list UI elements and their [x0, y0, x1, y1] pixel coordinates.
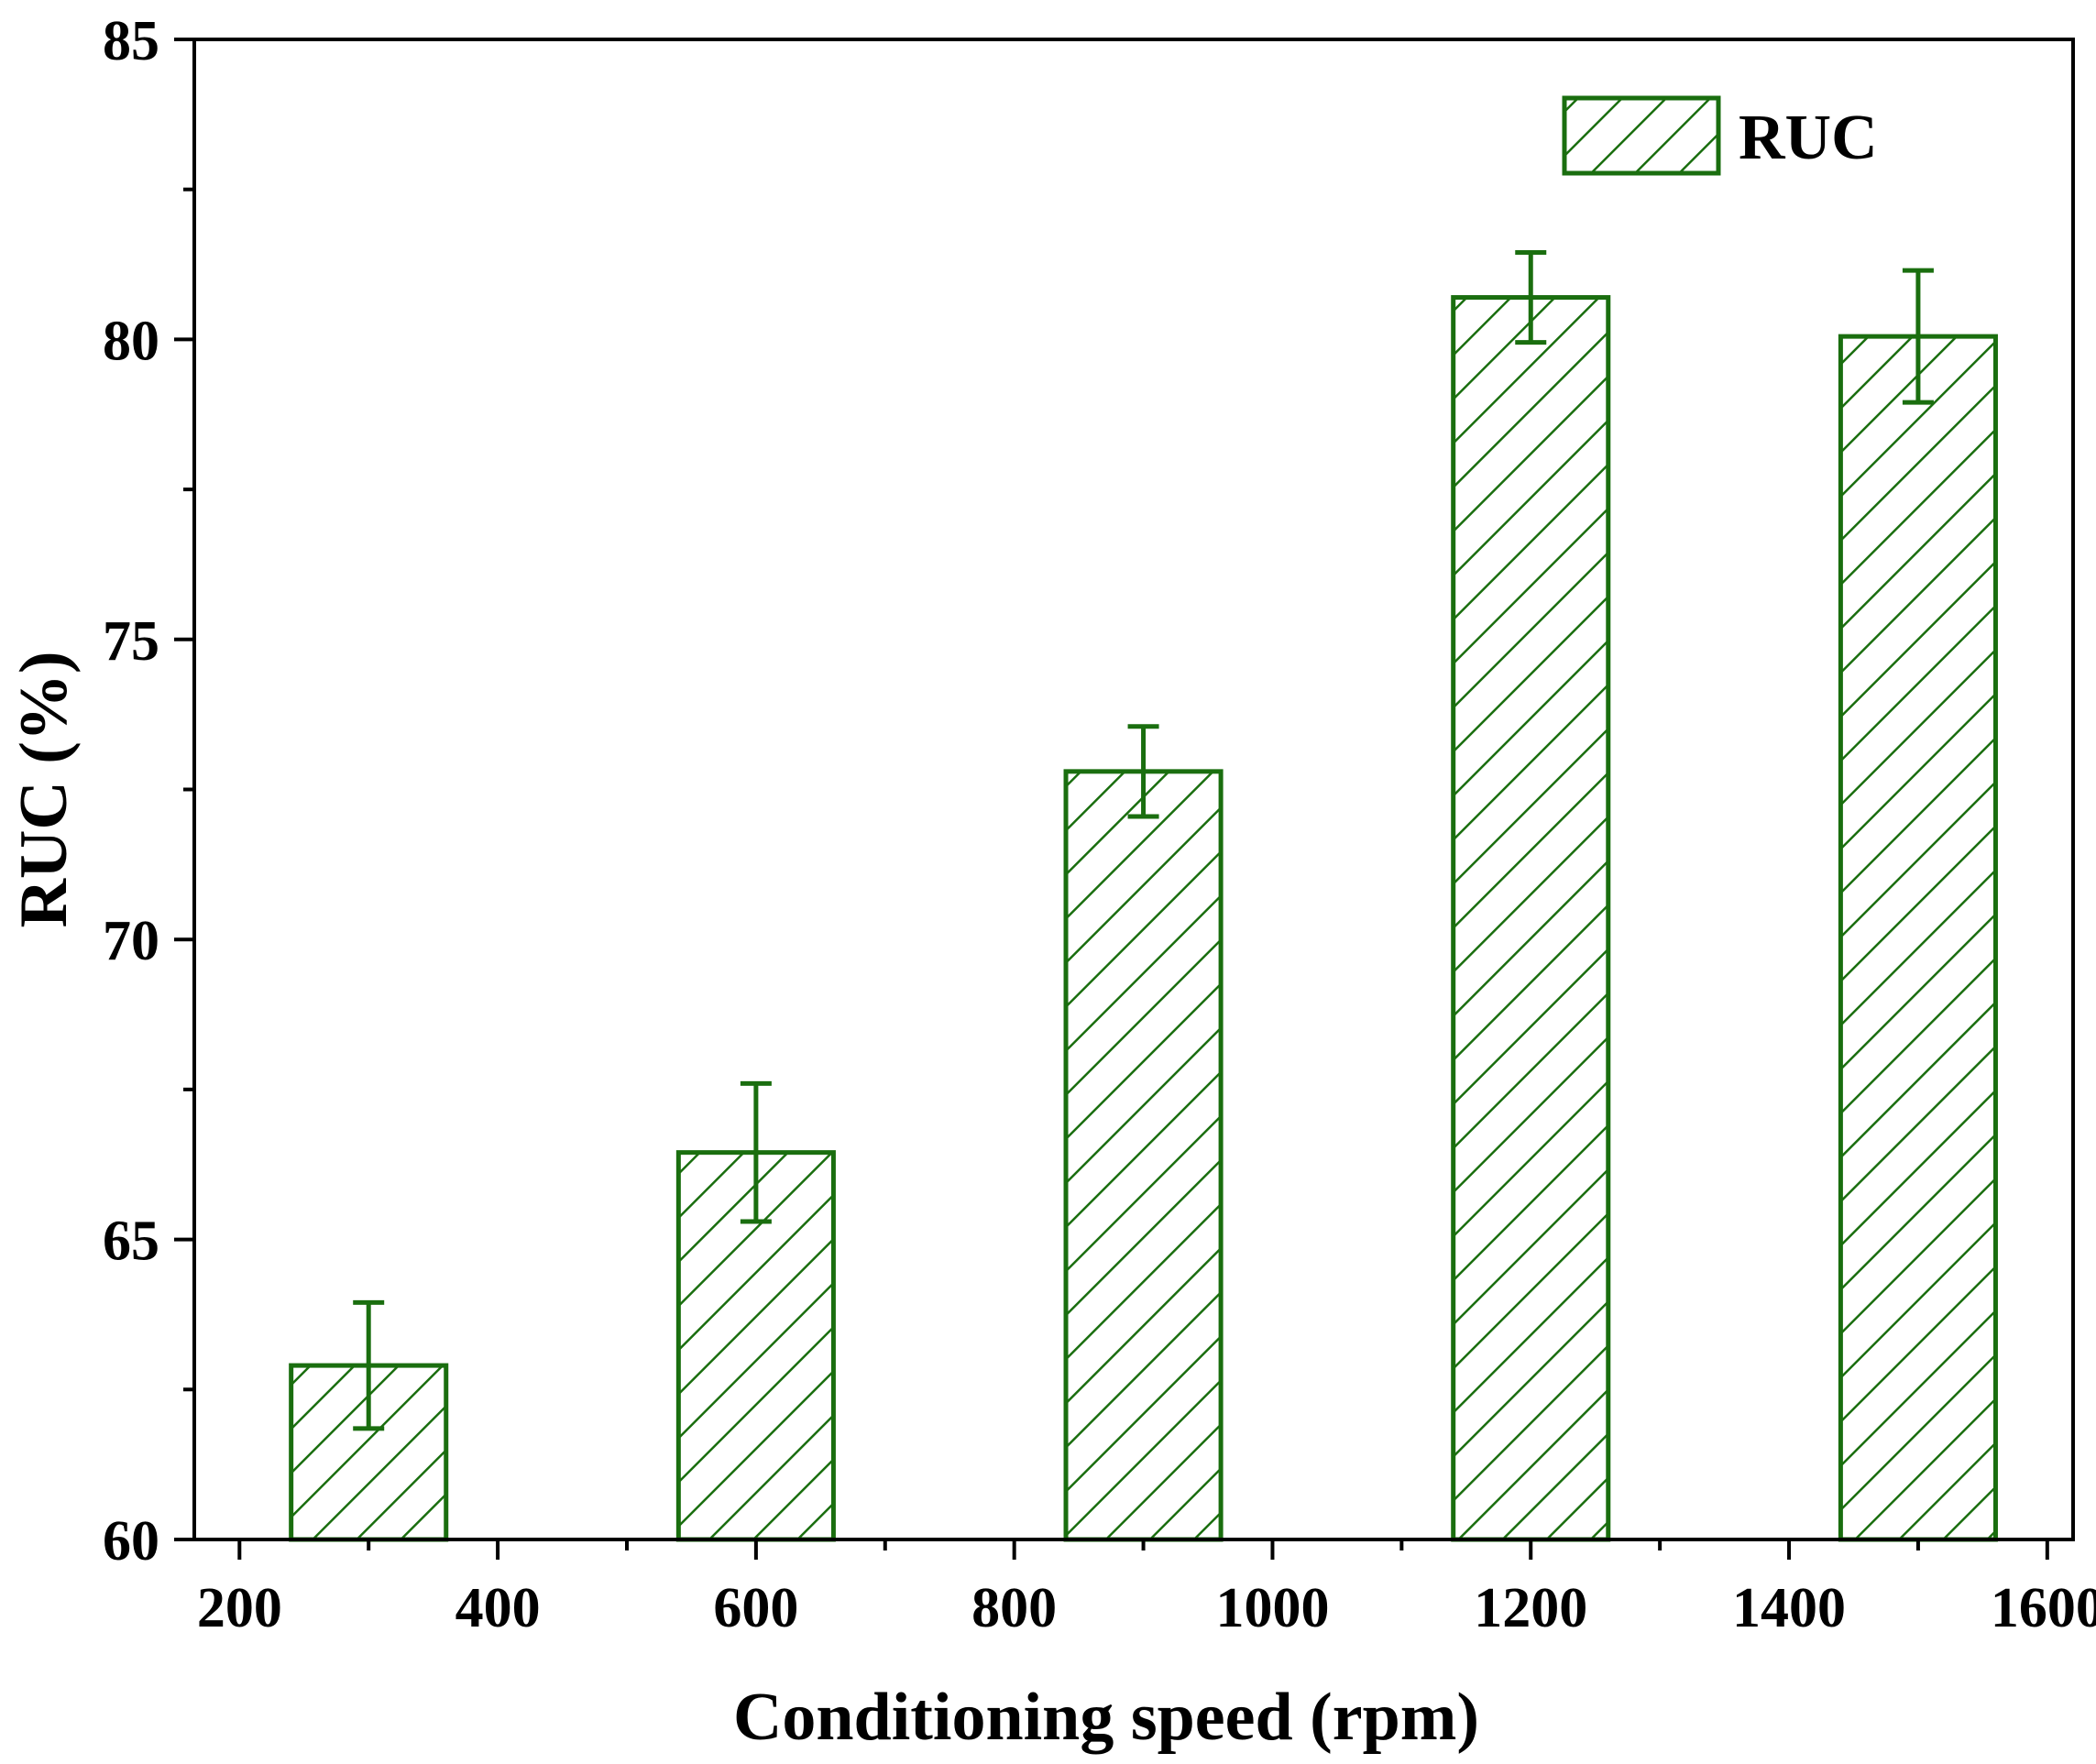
bar-1200 [1451, 295, 1611, 1542]
ticks-layer [174, 38, 2049, 1560]
legend-swatch [1562, 95, 1721, 176]
x-tick-label-800: 800 [971, 1577, 1057, 1639]
x-tick-label-1600: 1600 [1991, 1577, 2096, 1639]
x-tick-label-400: 400 [455, 1577, 541, 1639]
legend: RUC [1562, 95, 1878, 176]
bar-900 [1063, 769, 1224, 1542]
y-tick-label-85: 85 [103, 10, 159, 72]
x-tick-label-1000: 1000 [1215, 1577, 1329, 1639]
bar-1500 [1838, 334, 1998, 1542]
legend-label: RUC [1739, 103, 1878, 173]
y-axis-title: RUC (%) [6, 651, 82, 927]
y-tick-label-60: 60 [103, 1510, 159, 1572]
x-tick-label-1400: 1400 [1732, 1577, 1846, 1639]
y-tick-label-80: 80 [103, 310, 159, 372]
y-tick-label-65: 65 [103, 1211, 159, 1273]
y-tick-label-75: 75 [103, 610, 159, 673]
error-bars-layer [353, 249, 1934, 1431]
x-tick-label-600: 600 [713, 1577, 798, 1639]
tick-labels-layer: 200 400 600 800 1000 1200 1400 1600 60 65 70 75 80 85 [103, 10, 2096, 1639]
y-tick-label-70: 70 [103, 910, 159, 972]
x-tick-label-1200: 1200 [1474, 1577, 1587, 1639]
bars-layer [289, 295, 1998, 1542]
x-tick-label-200: 200 [197, 1577, 282, 1639]
x-axis-title: Conditioning speed (rpm) [733, 1680, 1479, 1755]
